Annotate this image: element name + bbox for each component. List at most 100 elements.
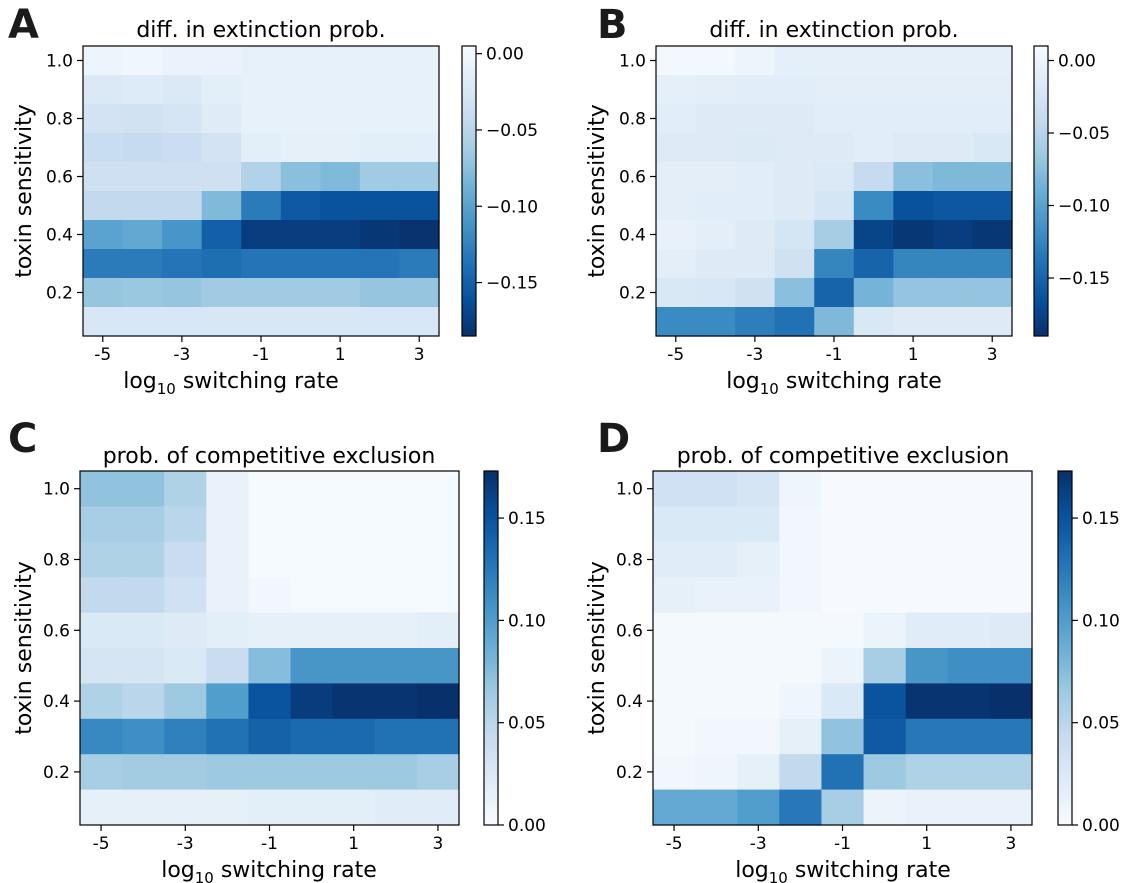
x-axis-label-log: log [735,858,769,883]
y-tick-label: 0.8 [46,110,73,130]
heatmap-cell [656,104,697,134]
heatmap-cell [241,249,282,279]
heatmap-cell [774,104,815,134]
heatmap-cell [206,754,250,791]
heatmap-cell [779,577,823,614]
heatmap-cell [695,541,738,578]
heatmap-cell [814,220,855,250]
heatmap-cell [241,307,282,337]
x-axis-label: log10 switching rate [161,858,377,883]
heatmap-cell [201,162,242,192]
heatmap-cell [201,278,242,308]
heatmap-cell [290,648,334,684]
heatmap-cell [947,789,991,826]
colorbar-tick-label: −0.15 [1058,269,1110,289]
heatmap-cell [972,104,1013,134]
heatmap-cell [80,683,123,720]
heatmap-cell [374,648,418,684]
x-tick-label: 1 [908,345,919,365]
x-axis-label-log: log [123,369,157,394]
heatmap-cell [947,471,991,507]
x-tick-label: -3 [177,834,194,854]
heatmap-cell [821,612,865,649]
y-tick-label: 0.8 [616,551,643,571]
heatmap-cell [695,506,738,543]
heatmap-cell [932,307,974,337]
x-tick-label: -1 [834,834,851,854]
heatmap-cell [905,754,949,791]
heatmap-cell [735,162,776,192]
heatmap-cell [863,506,907,543]
heatmap-cell [972,249,1013,279]
heatmap-cell [201,75,242,105]
colorbar-tick-label: 0.10 [508,611,546,631]
heatmap-cell [162,249,203,279]
heatmap-cell [290,506,334,543]
x-tick-label: -3 [173,345,190,365]
colorbar-tick-label: −0.10 [1058,197,1110,217]
heatmap-cell [735,220,776,250]
heatmap-cell [280,133,321,163]
heatmap-cell [248,506,292,543]
heatmap-cell [737,471,780,507]
heatmap-cell [83,133,124,163]
heatmap-cell [399,133,440,163]
heatmap-cell [989,541,1033,578]
heatmap-cell [122,718,165,755]
heatmap-cell [206,648,250,684]
heatmap-cell [774,249,815,279]
heatmap-cell [735,249,776,279]
heatmap-cell [972,75,1013,105]
heatmap-cell [206,612,250,649]
x-tick-label: -1 [826,345,843,365]
heatmap-cell [122,220,163,250]
heatmap-cell [164,471,207,507]
heatmap-cell [399,75,440,105]
heatmap-cell [653,754,696,791]
heatmap-cell [853,307,894,337]
heatmap-cell [905,718,949,755]
y-tick-label: 0.6 [616,621,643,641]
heatmap-cell [863,577,907,614]
heatmap-cell [241,278,282,308]
heatmap-cell [162,307,203,337]
heatmap-cell [947,612,991,649]
heatmap-cell [947,648,991,684]
heatmap-cell [695,278,736,308]
heatmap-cell [947,718,991,755]
heatmap-cell [735,104,776,134]
heatmap-cell [972,191,1013,221]
heatmap-cell [359,191,401,221]
x-axis-label-log: log [726,369,760,394]
x-axis-label-subscript: 10 [195,869,214,883]
heatmap-cell [989,718,1033,755]
heatmap-cell [863,541,907,578]
heatmap-cell [164,506,207,543]
heatmap-cell [332,541,376,578]
heatmap-cell [359,75,401,105]
heatmap-cell [893,278,934,308]
heatmap-cell [821,683,865,720]
colorbar-tick-label: 0.05 [1082,714,1120,734]
colorbar-tick-label: 0.15 [508,509,546,529]
heatmap-cell [947,577,991,614]
heatmap-cell [947,754,991,791]
heatmap-cell [399,220,440,250]
heatmap-cell [695,133,736,163]
heatmap-cell [206,577,250,614]
heatmap-cell [374,471,418,507]
heatmap-cell [399,104,440,134]
heatmap-cell [653,541,696,578]
heatmap-cell [893,307,934,337]
heatmap-cell [774,220,815,250]
heatmap-cell [248,718,292,755]
heatmap-cell [122,577,165,614]
y-tick-label: 0.4 [46,226,73,246]
heatmap-cell [332,789,376,826]
heatmap-cell [399,191,440,221]
heatmap-cell [320,220,361,250]
heatmap-cell [853,162,894,192]
heatmap-cell [399,162,440,192]
